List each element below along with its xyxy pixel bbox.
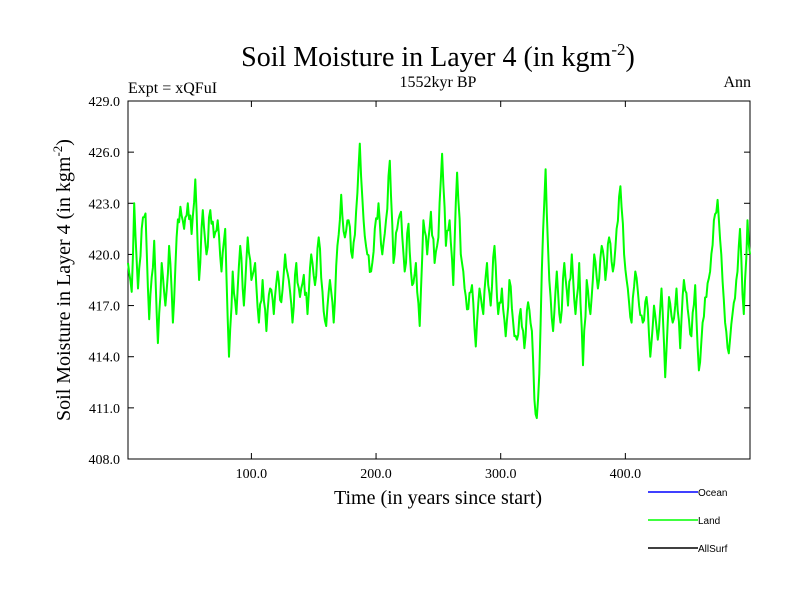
y-axis-label: Soil Moisture in Layer 4 (in kgm-2) [50, 139, 75, 421]
x-axis-label: Time (in years since start) [334, 487, 542, 509]
y-tick-label: 414.0 [89, 351, 121, 366]
plot-area [127, 100, 751, 460]
legend: Ocean Land AllSurf [648, 488, 728, 555]
x-tick-label: 400.0 [610, 467, 642, 482]
legend-label-ocean: Ocean [698, 488, 727, 499]
y-tick-label: 417.0 [89, 300, 121, 315]
y-tick-label: 411.0 [89, 402, 120, 417]
series-line-land [127, 142, 751, 420]
experiment-label: Expt = xQFuI [128, 80, 217, 97]
x-tick-label: 100.0 [236, 467, 268, 482]
y-tick-label: 426.0 [89, 146, 121, 161]
y-axis: 408.0 411.0 414.0 417.0 420.0 423.0 426.0 429.0 [89, 95, 750, 468]
legend-label-allsurf: AllSurf [698, 544, 728, 555]
legend-label-land: Land [698, 516, 720, 527]
chart-title: Soil Moisture in Layer 4 (in kgm-2) [241, 40, 635, 73]
y-tick-label: 423.0 [89, 197, 121, 212]
y-tick-label: 408.0 [89, 453, 121, 468]
season-label: Ann [723, 74, 751, 91]
y-tick-label: 420.0 [89, 248, 121, 263]
x-axis: 100.0 200.0 300.0 400.0 [236, 101, 641, 482]
x-tick-label: 200.0 [360, 467, 392, 482]
chart-subtitle: 1552kyr BP [400, 74, 477, 91]
x-tick-label: 300.0 [485, 467, 517, 482]
y-tick-label: 429.0 [89, 95, 121, 110]
